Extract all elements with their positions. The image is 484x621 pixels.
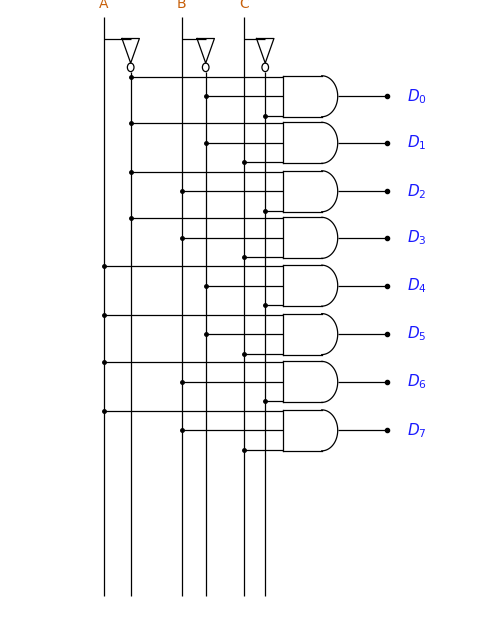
Text: C: C [240,0,249,11]
Text: $\mathit{D}_{2}$: $\mathit{D}_{2}$ [407,182,426,201]
Text: $\mathit{D}_{4}$: $\mathit{D}_{4}$ [407,276,426,295]
Text: B: B [177,0,186,11]
Text: A: A [99,0,109,11]
Text: $\mathit{D}_{7}$: $\mathit{D}_{7}$ [407,421,426,440]
Text: $\mathit{D}_{5}$: $\mathit{D}_{5}$ [407,325,426,343]
Text: $\mathit{D}_{6}$: $\mathit{D}_{6}$ [407,373,426,391]
Text: $\mathit{D}_{0}$: $\mathit{D}_{0}$ [407,87,426,106]
Text: $\mathit{D}_{1}$: $\mathit{D}_{1}$ [407,134,426,152]
Text: $\mathit{D}_{3}$: $\mathit{D}_{3}$ [407,229,426,247]
